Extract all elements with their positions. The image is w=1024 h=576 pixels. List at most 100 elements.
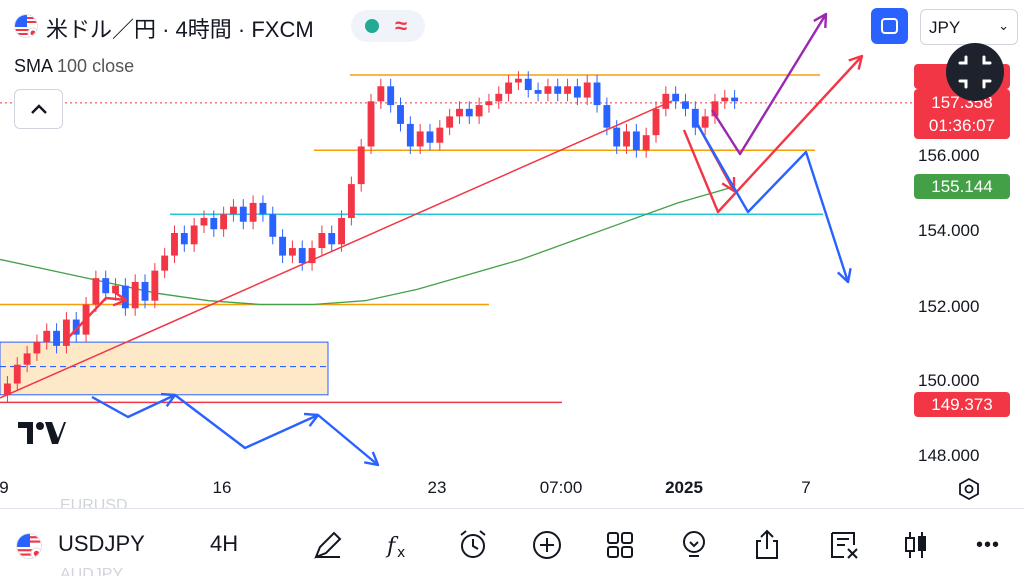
candle-body — [642, 135, 650, 151]
notes-button[interactable] — [826, 527, 862, 563]
candle-body — [377, 86, 385, 102]
chart-type-button[interactable] — [898, 527, 934, 563]
indicator-name: SMA — [14, 56, 53, 76]
candle-body — [161, 255, 169, 271]
time-tick: 07:00 — [539, 478, 583, 497]
candle-body — [210, 217, 218, 230]
price-tick: 152.000 — [918, 297, 980, 316]
red-arrow-head — [112, 291, 128, 307]
candle-body — [475, 105, 483, 117]
time-tick: 23 — [427, 478, 447, 497]
symbol-title[interactable]: 米ドル／円 · 4時間 · FXCM — [46, 17, 314, 42]
alerts-button[interactable] — [455, 527, 491, 563]
blue-arrow — [317, 414, 379, 466]
candle-body — [43, 330, 51, 343]
collapse-legend-button[interactable] — [14, 89, 63, 129]
candle-body — [465, 108, 473, 117]
candle-body — [416, 131, 424, 147]
candle-body — [426, 131, 434, 143]
grid-icon — [607, 532, 633, 558]
alarm-icon — [460, 530, 486, 558]
candle-body — [662, 93, 670, 109]
candle-body — [200, 217, 208, 226]
candle-body — [190, 225, 198, 245]
layout-button[interactable] — [602, 527, 638, 563]
collapse-arrows-icon — [958, 55, 992, 89]
time-tick: 16 — [212, 478, 232, 497]
interval-button[interactable]: 4H — [210, 531, 239, 556]
candle-body — [23, 353, 31, 365]
candle-body — [534, 90, 542, 94]
candle-body — [583, 82, 591, 98]
candle-body — [53, 330, 61, 346]
add-button[interactable] — [529, 527, 565, 563]
candle-body — [180, 233, 188, 245]
candle-body — [514, 78, 522, 83]
currency-value: JPY — [929, 18, 961, 37]
ideas-button[interactable] — [676, 527, 712, 563]
price-tick: 156.000 — [918, 146, 980, 165]
red-arrow — [682, 55, 863, 214]
exit-fullscreen-button[interactable] — [946, 43, 1004, 101]
share-icon — [756, 529, 778, 559]
candle-body — [406, 123, 414, 147]
candle-body — [102, 278, 110, 294]
candle-body — [72, 319, 80, 335]
candle-body — [328, 233, 336, 245]
chevron-down-icon: ⌄ — [998, 18, 1009, 33]
fit-screen-button[interactable] — [871, 8, 908, 44]
red-arrow — [65, 296, 127, 341]
ghost-symbol-row: AUDJPY — [60, 566, 124, 576]
chevron-up-icon — [30, 104, 47, 114]
tradingview-logo — [18, 420, 66, 446]
candle-body — [347, 184, 355, 218]
red-arrow-head — [721, 176, 736, 193]
candle-body — [220, 214, 228, 230]
us-jp-flag-icon — [14, 14, 38, 38]
share-button[interactable] — [749, 527, 785, 563]
price-tick: 150.000 — [918, 371, 980, 390]
candle-body — [456, 108, 463, 117]
price-tick: 154.000 — [918, 221, 980, 240]
draw-icon — [314, 531, 342, 559]
candle-body — [4, 383, 11, 395]
indicator-params: 100 close — [57, 56, 135, 76]
candle-body — [397, 105, 404, 124]
candle-body — [131, 281, 139, 309]
candle-body — [92, 278, 100, 305]
candle-body — [259, 202, 267, 215]
symbol-button[interactable]: USDJPY — [58, 531, 145, 556]
candle-body — [682, 101, 689, 109]
candle-body — [731, 97, 739, 102]
red-arrow-head — [848, 54, 864, 70]
candles-icon — [905, 532, 926, 558]
price-tick: 148.000 — [918, 446, 980, 465]
purple-arrow — [710, 13, 828, 156]
blue-arrow — [694, 121, 850, 283]
market-status-pill[interactable]: ≈ — [351, 10, 425, 42]
candle-body — [564, 86, 571, 94]
blue-arrow-head — [364, 451, 380, 467]
candle-body — [13, 364, 21, 384]
purple-arrow-head — [813, 12, 828, 29]
candle-body — [672, 93, 680, 102]
candle-body — [230, 206, 237, 215]
indicator-legend[interactable]: SMA 100 close — [14, 56, 134, 77]
currency-select[interactable]: JPY ⌄ — [920, 9, 1018, 45]
candle-body — [121, 285, 129, 309]
drawing-tools-button[interactable] — [310, 527, 346, 563]
candle-body — [446, 116, 454, 128]
axis-settings-icon[interactable] — [957, 477, 981, 501]
support-zone — [0, 341, 329, 396]
candle-body — [505, 82, 513, 94]
more-button[interactable]: ••• — [975, 534, 1000, 556]
time-tick: 2025 — [665, 478, 703, 497]
plus-circle-icon — [533, 531, 561, 559]
level-price-label: 149.373 — [914, 392, 1010, 417]
candle-body — [279, 236, 287, 256]
candle-body — [33, 342, 41, 354]
idea-bulb-icon — [683, 531, 705, 557]
